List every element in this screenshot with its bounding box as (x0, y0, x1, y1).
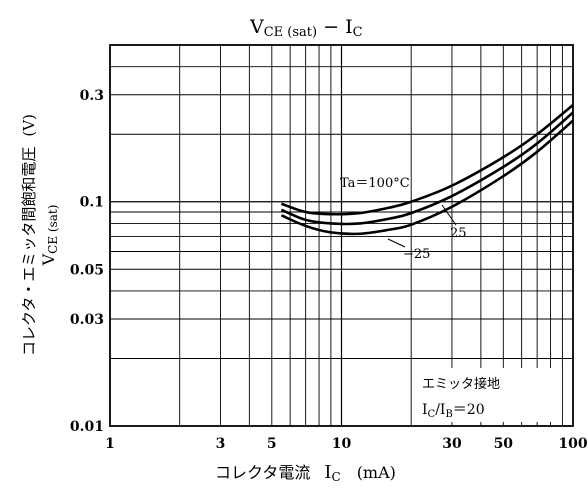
condition-box (412, 368, 562, 422)
curve-label-minus25-leader (387, 238, 406, 248)
y-axis-label-line1: コレクタ・エミッタ間飽和電圧(V) (20, 114, 38, 356)
y-tick-label: 0.05 (70, 262, 104, 278)
series-line-1 (280, 104, 574, 216)
x-tick-label: 50 (494, 436, 514, 452)
condition-line-2: IC/IB＝20 (422, 402, 485, 420)
series-lines (280, 104, 574, 236)
x-tick-label: 3 (216, 436, 226, 452)
chart-title: VCE (sat) − IC (249, 16, 363, 40)
y-axis-label: コレクタ・エミッタ間飽和電圧(V) VCE (sat) (20, 114, 60, 356)
x-axis-label: コレクタ電流 IC (mA) (215, 462, 396, 484)
condition-line-1: エミッタ接地 (422, 376, 500, 392)
grid (110, 45, 573, 426)
curve-label-25: 25 (450, 226, 467, 241)
x-tick-label: 5 (267, 436, 277, 452)
x-tick-label: 10 (332, 436, 352, 452)
x-tick-labels: 1 3 5 10 30 50 100 (105, 436, 588, 452)
x-tick-label: 100 (558, 436, 587, 452)
y-tick-label: 0.03 (70, 312, 104, 328)
series-line-2 (280, 111, 574, 226)
x-tick-label: 30 (442, 436, 462, 452)
series-line-3 (280, 119, 574, 236)
curve-label-ta-100: Ta＝100°C (340, 176, 410, 191)
y-tick-labels: 0.01 0.03 0.05 0.1 0.3 (70, 88, 104, 435)
plot-frame (109, 44, 574, 427)
curve-label-minus25: −25 (403, 247, 430, 262)
y-tick-label: 0.3 (80, 88, 104, 104)
x-tick-label: 1 (105, 436, 115, 452)
y-tick-label: 0.01 (70, 419, 104, 435)
y-tick-label: 0.1 (80, 195, 104, 211)
y-axis-label-line2: VCE (sat) (39, 205, 60, 267)
curve-label-25-leader (441, 204, 457, 226)
